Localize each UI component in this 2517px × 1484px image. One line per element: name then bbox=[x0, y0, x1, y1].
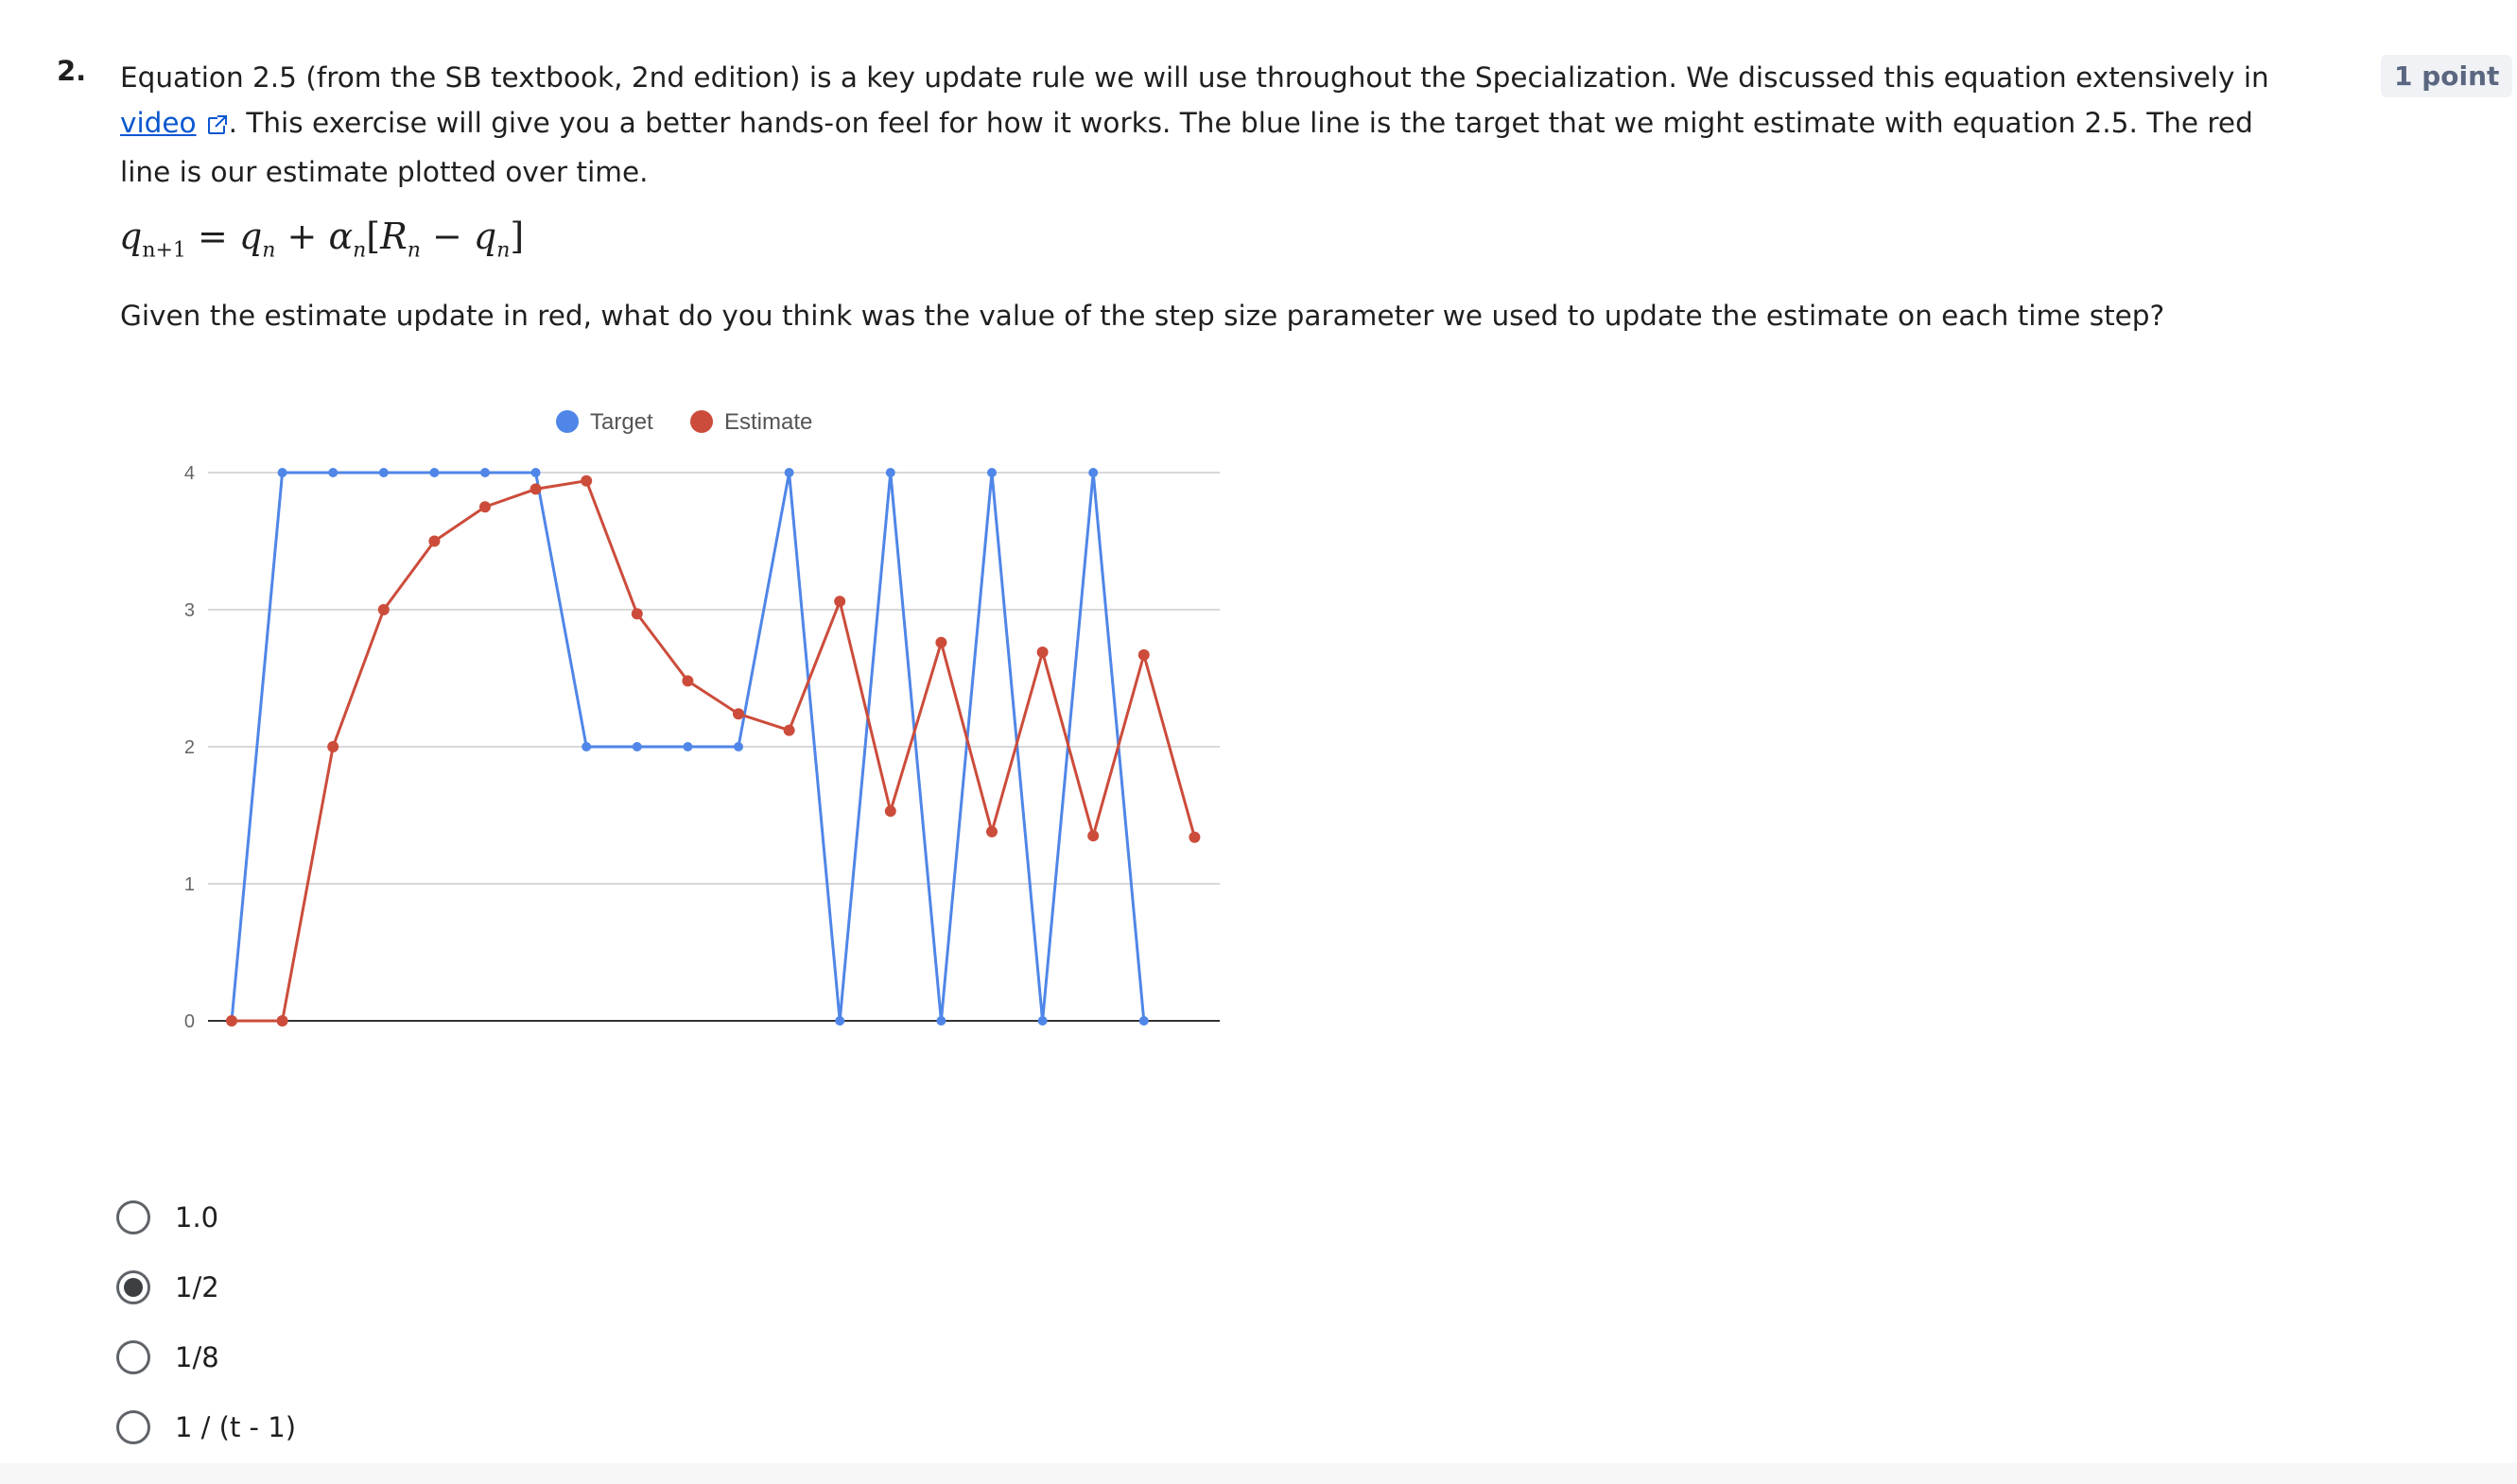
target-point bbox=[987, 468, 997, 477]
answer-option-label: 1/2 bbox=[175, 1271, 219, 1303]
estimate-point bbox=[276, 1015, 288, 1027]
target-point bbox=[683, 742, 693, 751]
estimate-point bbox=[1087, 830, 1100, 842]
estimate-point bbox=[986, 825, 998, 837]
target-point bbox=[378, 468, 389, 477]
target-point bbox=[277, 468, 287, 477]
answer-option-label: 1/8 bbox=[175, 1341, 219, 1373]
legend-label: Estimate bbox=[724, 409, 812, 435]
update-equation: qn+1 = qn + αn[Rn − qn] bbox=[119, 216, 525, 263]
estimate-point bbox=[226, 1015, 237, 1027]
target-point bbox=[1088, 468, 1099, 477]
target-point bbox=[632, 742, 642, 751]
estimate-point bbox=[1189, 831, 1201, 843]
answer-option-label: 1 / (t - 1) bbox=[175, 1411, 297, 1443]
video-link[interactable]: video bbox=[120, 107, 197, 139]
estimate-point bbox=[1036, 646, 1049, 658]
answer-option[interactable]: 1.0 bbox=[116, 1200, 218, 1234]
answer-option-label: 1.0 bbox=[175, 1201, 219, 1234]
legend-marker bbox=[556, 410, 579, 433]
points-badge: 1 point bbox=[2381, 55, 2513, 97]
radio-icon[interactable] bbox=[116, 1340, 150, 1374]
target-point bbox=[582, 742, 592, 751]
estimate-point bbox=[1137, 648, 1150, 661]
estimate-point bbox=[377, 604, 390, 615]
estimate-point bbox=[428, 535, 441, 547]
estimate-point bbox=[834, 595, 846, 608]
legend-marker bbox=[690, 410, 713, 433]
bottom-strip bbox=[0, 1463, 2517, 1484]
answer-option[interactable]: 1 / (t - 1) bbox=[116, 1410, 296, 1444]
estimate-point bbox=[529, 483, 542, 495]
estimate-point bbox=[935, 636, 947, 648]
radio-icon[interactable] bbox=[116, 1410, 150, 1444]
estimate-point bbox=[783, 724, 795, 736]
intro-text-before-link: Equation 2.5 (from the SB textbook, 2nd … bbox=[120, 61, 2269, 94]
radio-icon[interactable] bbox=[116, 1200, 150, 1234]
target-point bbox=[1037, 1016, 1048, 1026]
estimate-chart: 0 1 2 3 4 Target Estimate bbox=[184, 409, 1220, 1032]
y-tick-label: 3 bbox=[184, 600, 195, 621]
target-point bbox=[429, 468, 440, 477]
estimate-point bbox=[884, 805, 896, 818]
intro-text-after-link: . This exercise will give you a better h… bbox=[120, 107, 2253, 188]
legend-label: Target bbox=[590, 409, 653, 435]
target-point bbox=[328, 468, 338, 477]
estimate-point bbox=[631, 608, 643, 620]
question-prompt: Given the estimate update in red, what d… bbox=[120, 300, 2165, 332]
y-tick-label: 1 bbox=[184, 874, 195, 895]
radio-dot-icon bbox=[124, 1278, 143, 1297]
target-point bbox=[480, 468, 490, 477]
estimate-point bbox=[733, 708, 744, 720]
y-tick-label: 0 bbox=[184, 1011, 195, 1032]
estimate-point bbox=[682, 675, 694, 687]
question-number: 2. bbox=[57, 55, 87, 87]
target-point bbox=[734, 742, 743, 751]
y-tick-label: 4 bbox=[184, 463, 195, 484]
y-tick-label: 2 bbox=[184, 737, 195, 758]
target-point bbox=[835, 1016, 845, 1026]
answer-option[interactable]: 1/8 bbox=[116, 1340, 219, 1374]
question-intro: Equation 2.5 (from the SB textbook, 2nd … bbox=[120, 55, 2285, 195]
target-point bbox=[1138, 1016, 1149, 1026]
target-point bbox=[885, 468, 895, 477]
target-point bbox=[784, 468, 794, 477]
target-point bbox=[530, 468, 541, 477]
target-point bbox=[936, 1016, 946, 1026]
answer-option[interactable]: 1/2 bbox=[116, 1270, 219, 1304]
estimate-point bbox=[581, 475, 593, 487]
radio-selected-icon[interactable] bbox=[116, 1270, 150, 1304]
estimate-point bbox=[479, 501, 491, 513]
external-link-icon[interactable] bbox=[206, 104, 229, 149]
estimate-line bbox=[232, 479, 1196, 1023]
estimate-point bbox=[327, 741, 339, 752]
